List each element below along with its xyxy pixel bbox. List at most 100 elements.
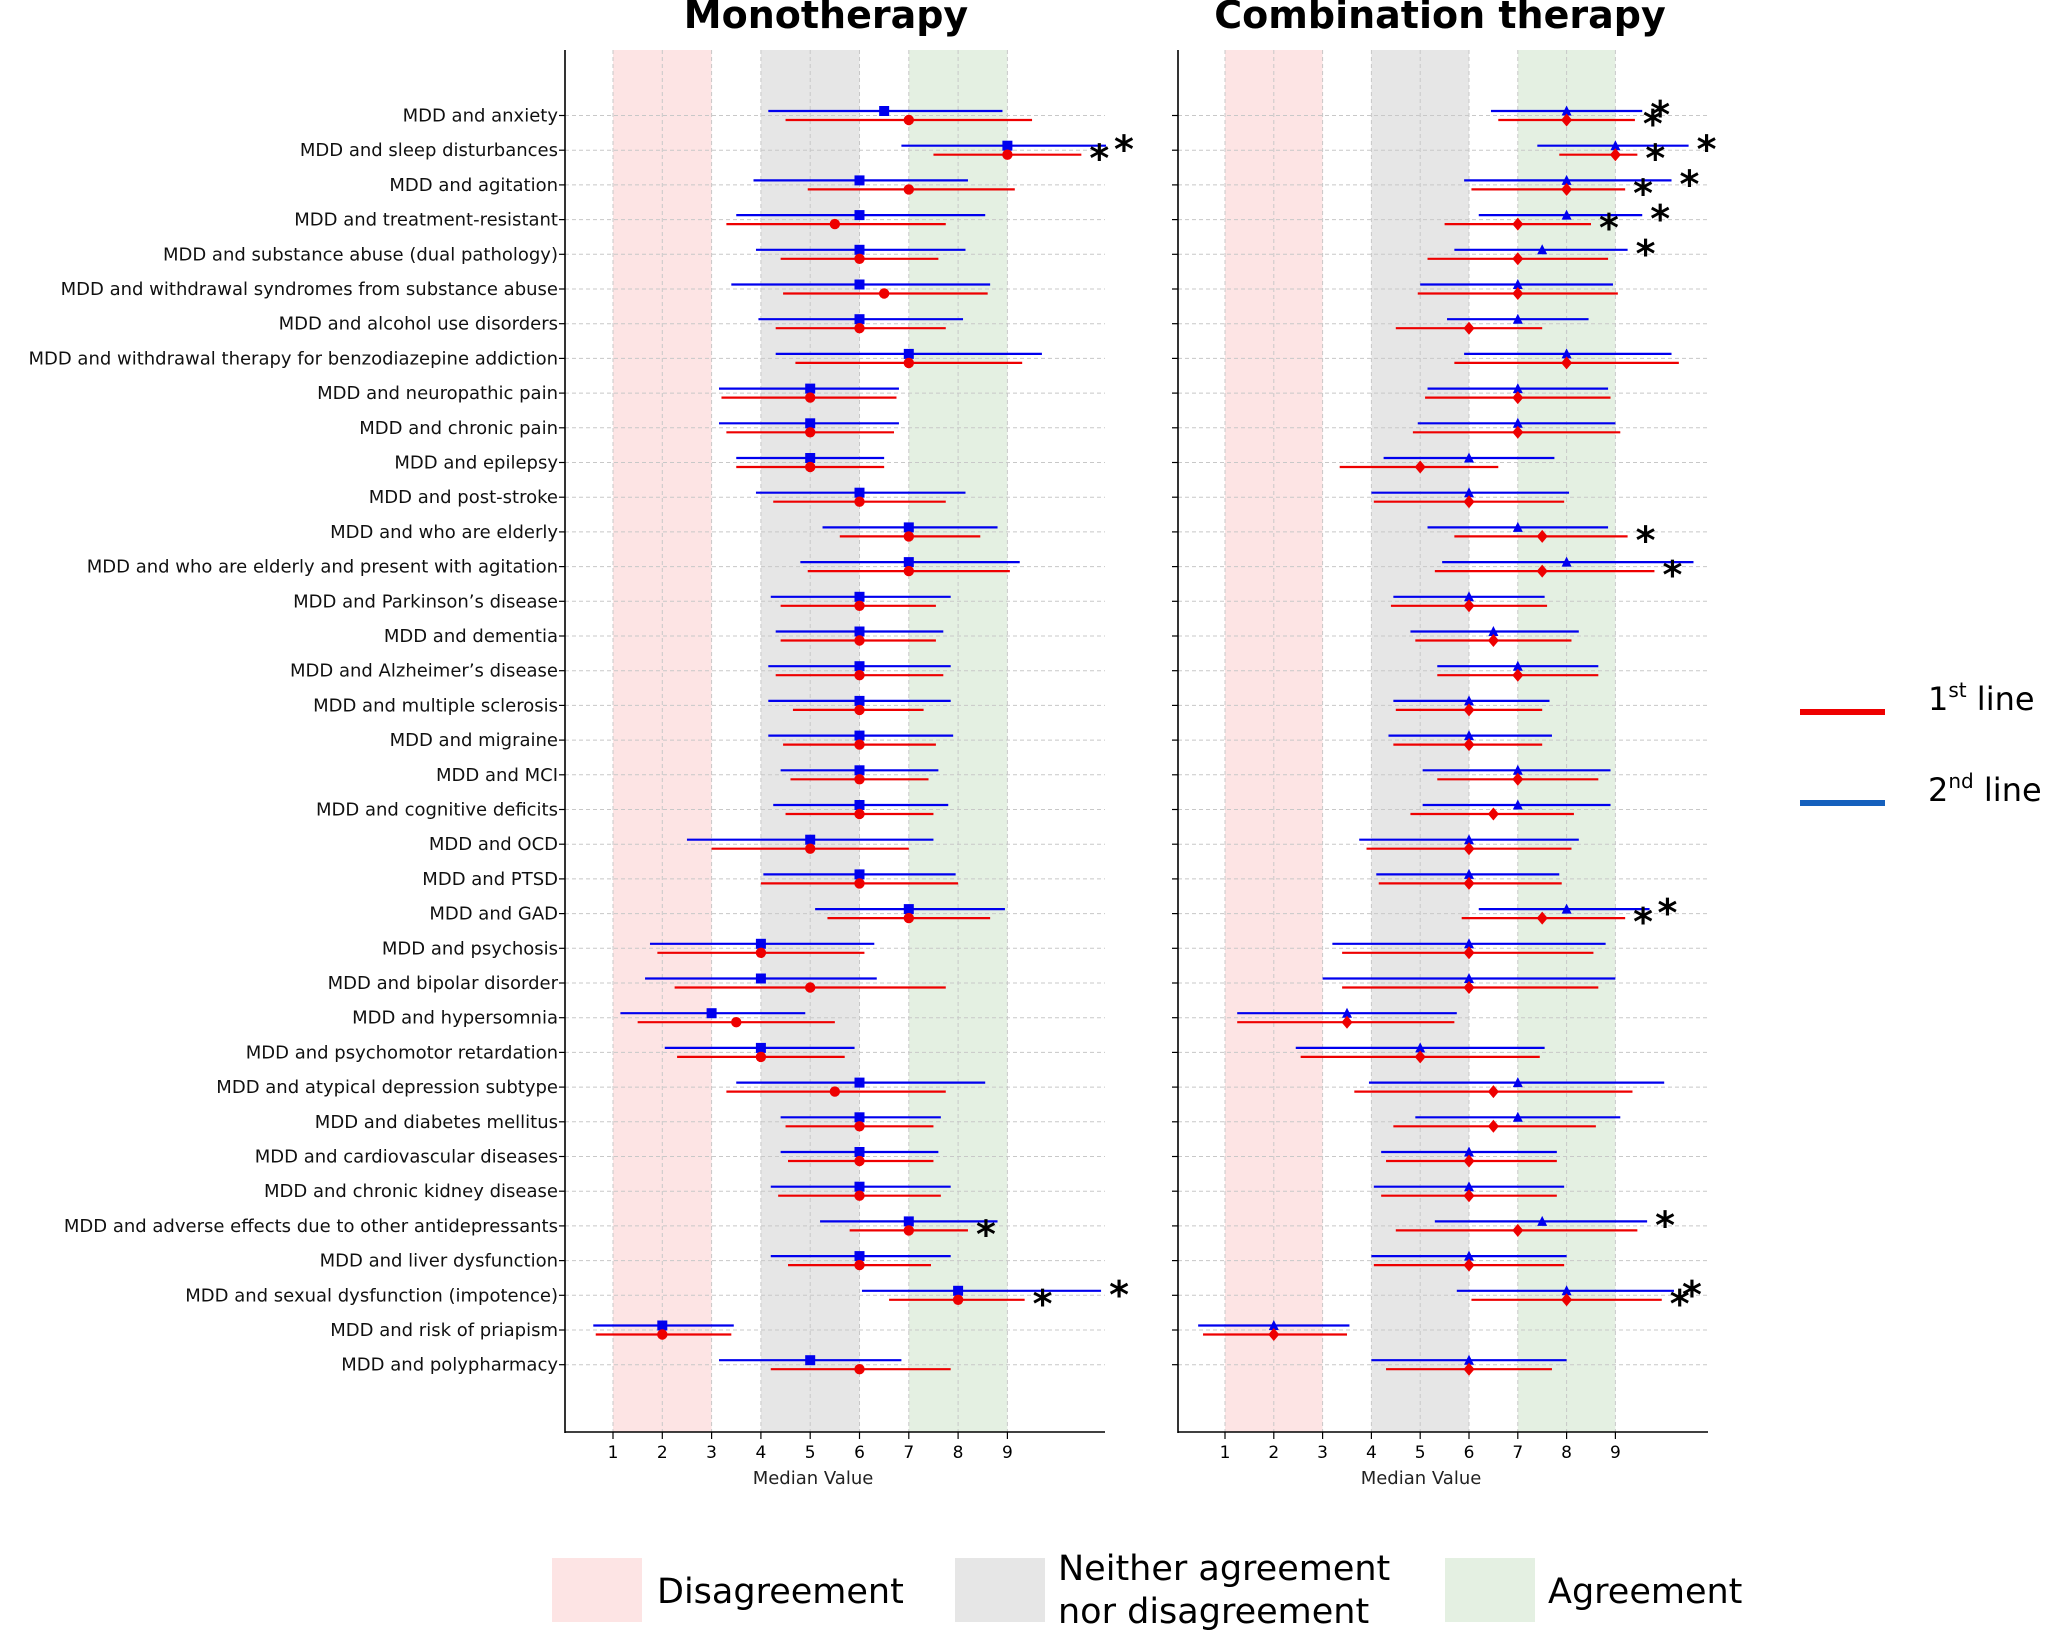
panel1-second-line-median-7 (1561, 348, 1572, 359)
category-label-11: MDD and post-stroke (369, 487, 558, 508)
panel1-second-line-median-28 (1512, 1077, 1523, 1088)
panel0-xtick-label: 7 (903, 1443, 914, 1463)
panel1-second-line-median-33 (1464, 1250, 1474, 1261)
category-label-16: MDD and Alzheimer’s disease (290, 661, 558, 682)
panel1-first-line-median-32 (1512, 1223, 1524, 1237)
panel1-title: Combination therapy (1214, 0, 1666, 37)
panel1-second-line-median-32 (1537, 1215, 1548, 1226)
panel0-second-line-median-31 (854, 1181, 865, 1192)
panel1-second-line-median-18 (1464, 730, 1474, 741)
category-label-23: MDD and GAD (429, 904, 558, 925)
panel1-second-line-significance-star-1: * (1697, 128, 1717, 172)
category-label-26: MDD and hypersomnia (352, 1008, 558, 1029)
panel0-xtick-label: 5 (805, 1443, 816, 1463)
panel0-first-line-median-20 (854, 808, 865, 820)
panel0-first-line-median-2 (903, 184, 914, 195)
panel0-second-line-median-22 (854, 869, 865, 880)
panel0-second-line-median-14 (854, 591, 865, 602)
panel0-first-line-median-11 (854, 496, 865, 507)
panel0-second-line-median-21 (805, 834, 816, 845)
panel1-second-line-median-29 (1512, 1111, 1523, 1122)
panel0-second-line-median-13 (903, 557, 914, 568)
panel0-title: Monotherapy (684, 0, 969, 37)
panel1-first-line-median-6 (1463, 321, 1475, 335)
legend-label-0: 1st line (1928, 678, 2035, 718)
panel0-xtick-label: 6 (854, 1443, 865, 1463)
panel0-first-line-median-1 (1002, 149, 1013, 160)
panel0-second-line-median-33 (854, 1251, 865, 1262)
panel0-second-line-median-35 (657, 1320, 668, 1331)
panel0-first-line-median-24 (755, 947, 767, 958)
legend-region-swatch-0 (552, 1558, 642, 1622)
panel0-second-line-median-17 (854, 695, 865, 706)
panel1-first-line-median-2 (1561, 182, 1573, 196)
panel1-region-0 (1225, 50, 1323, 1432)
panel1-first-line-median-11 (1463, 495, 1475, 509)
panel0-first-line-median-3 (829, 218, 841, 230)
panel0-region-1 (760, 50, 860, 1432)
panel0-first-line-median-16 (854, 670, 865, 681)
panel0-second-line-median-34 (953, 1285, 964, 1296)
panel1-first-line-significance-star-34: * (1670, 1282, 1690, 1326)
category-label-22: MDD and PTSD (422, 869, 558, 890)
category-label-20: MDD and cognitive deficits (316, 800, 558, 821)
panel0-second-line-median-15 (854, 626, 865, 637)
panel0-second-line-median-7 (903, 348, 914, 359)
panel1-xtick-label: 1 (1220, 1443, 1231, 1463)
panel0-xtick-label: 1 (608, 1443, 619, 1463)
panel1-first-line-median-3 (1512, 217, 1524, 231)
panel1-second-line-median-26 (1342, 1007, 1352, 1018)
panel0-second-line-significance-star-34: * (1109, 1273, 1129, 1317)
panel1-first-line-median-30 (1463, 1154, 1475, 1168)
panel1-second-line-significance-star-4: * (1636, 232, 1656, 276)
panel0-first-line-median-23 (903, 912, 914, 924)
panel1-region-1 (1371, 50, 1469, 1432)
panel1-first-line-median-14 (1463, 599, 1475, 613)
panel1-second-line-median-31 (1464, 1181, 1474, 1192)
panel0-first-line-median-12 (903, 531, 914, 542)
panel1-second-line-median-15 (1488, 626, 1499, 636)
panel0-first-line-median-10 (805, 461, 816, 473)
panel1-second-line-median-5 (1512, 279, 1523, 289)
category-label-0: MDD and anxiety (403, 106, 559, 127)
panel1-first-line-median-19 (1512, 772, 1524, 786)
category-label-30: MDD and cardiovascular diseases (255, 1147, 558, 1168)
panel0-first-line-median-7 (903, 357, 914, 369)
panel0-second-line-median-0 (879, 106, 890, 116)
panel0-first-line-significance-star-34: * (1033, 1282, 1053, 1326)
panel1-second-line-median-10 (1464, 452, 1474, 463)
panel0-first-line-median-27 (755, 1051, 767, 1063)
panel0-first-line-median-15 (854, 635, 865, 646)
panel1-first-line-significance-star-13: * (1662, 553, 1682, 597)
panel1-first-line-significance-star-2: * (1633, 171, 1653, 215)
panel0-first-line-median-34 (952, 1294, 964, 1306)
panel0-second-line-median-16 (854, 661, 865, 672)
panel0-first-line-median-4 (854, 253, 865, 264)
panel1-first-line-median-21 (1463, 842, 1475, 856)
panel0-first-line-median-33 (854, 1259, 865, 1271)
panel1-xtick-label: 5 (1415, 1443, 1426, 1463)
panel1-first-line-median-33 (1463, 1258, 1475, 1272)
panel1-second-line-median-1 (1610, 140, 1621, 151)
panel0-second-line-significance-star-1: * (1114, 128, 1134, 172)
panel1-xtick-label: 4 (1366, 1443, 1377, 1463)
panel0-xtick-label: 9 (1002, 1443, 1013, 1463)
panel0-first-line-median-31 (854, 1190, 865, 1201)
panel1-second-line-median-3 (1561, 209, 1572, 220)
panel1-second-line-median-36 (1464, 1354, 1474, 1365)
panel0-second-line-median-1 (1002, 140, 1013, 151)
panel0-second-line-median-9 (805, 418, 816, 429)
panel0-second-line-median-6 (854, 314, 865, 325)
legend-region-label-0: Disagreement (657, 1572, 904, 1612)
panel1-xtick-label: 9 (1610, 1443, 1621, 1463)
panel1-second-line-median-17 (1464, 695, 1474, 706)
panel1-first-line-significance-star-23: * (1633, 900, 1653, 944)
panel0-first-line-median-26 (731, 1017, 742, 1028)
panel1-second-line-significance-star-32: * (1655, 1203, 1675, 1247)
legend-region-swatch-2 (1445, 1558, 1535, 1622)
panel0-first-line-median-17 (854, 704, 865, 716)
panel0-second-line-median-28 (854, 1077, 865, 1088)
panel0-second-line-median-24 (755, 938, 766, 949)
category-label-2: MDD and agitation (389, 175, 558, 196)
category-label-9: MDD and chronic pain (359, 418, 558, 439)
